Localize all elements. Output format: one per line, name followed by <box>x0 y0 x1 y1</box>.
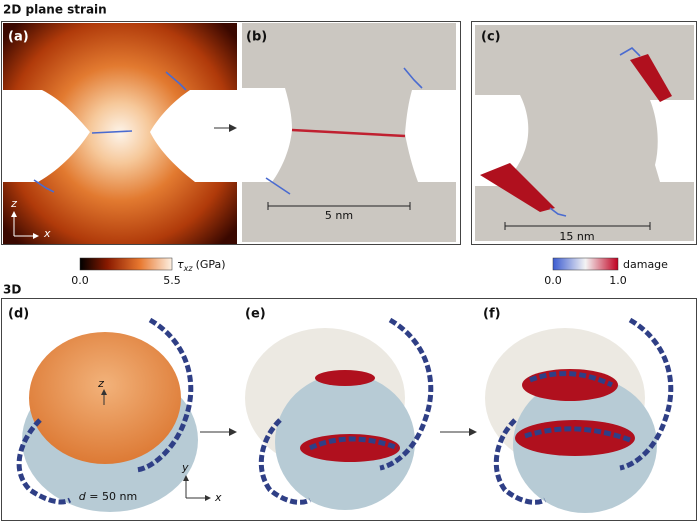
gap <box>242 88 292 182</box>
crack <box>33 179 55 193</box>
crack <box>265 177 291 195</box>
panel-f: (f) <box>483 307 674 513</box>
frame-c <box>471 21 697 245</box>
colorbar-tick: 5.5 <box>163 274 181 287</box>
panel-a: (a) z x <box>3 23 237 244</box>
colorbar <box>552 257 619 271</box>
panel-d: (d) z d = 50 nm y x <box>8 307 222 512</box>
frame-3d <box>1 298 697 521</box>
crack <box>16 418 72 505</box>
crack <box>308 436 399 451</box>
axis-label: x <box>214 491 222 504</box>
gap <box>3 90 90 182</box>
panel-label: (a) <box>8 30 29 45</box>
crack <box>258 418 312 505</box>
scale-label: 15 nm <box>559 230 594 243</box>
panel-label: (f) <box>483 307 501 322</box>
damage-zone <box>480 163 555 212</box>
subscript: xz <box>183 264 194 273</box>
symbol: d <box>79 490 87 503</box>
panel-label: (d) <box>8 307 29 322</box>
crack <box>549 207 567 217</box>
title-3d: 3D <box>3 283 21 297</box>
crack <box>403 67 423 89</box>
symbol: τ <box>177 258 184 271</box>
panel-label: (c) <box>481 30 501 45</box>
axis-label: z <box>10 197 17 210</box>
panel-label: (e) <box>245 307 266 322</box>
contact-disc <box>29 332 181 464</box>
panel-e: (e) <box>245 307 434 510</box>
scale-bar <box>504 222 651 230</box>
gap <box>475 95 529 186</box>
colorbar-tick: 0.0 <box>544 274 562 287</box>
damage-zone <box>630 54 672 102</box>
crack <box>524 371 631 443</box>
gap <box>150 90 237 182</box>
gap <box>650 100 694 182</box>
axis-label: x <box>43 227 51 240</box>
crack <box>134 317 194 473</box>
colorbar-tick: 0.0 <box>71 274 89 287</box>
crack <box>91 130 133 134</box>
crack <box>291 128 406 138</box>
crack <box>379 317 434 471</box>
axis-label: z <box>97 377 104 390</box>
colorbar-label: τxz (GPa) <box>177 258 226 273</box>
gap <box>405 90 456 182</box>
panel-label: (b) <box>246 30 267 45</box>
colorbar <box>79 257 173 271</box>
colorbar-label: damage <box>623 258 668 271</box>
crack <box>619 317 674 471</box>
crack <box>165 71 187 91</box>
crack <box>493 418 547 505</box>
value: = 50 nm <box>89 490 137 503</box>
damage-zone <box>315 370 375 386</box>
scale-bar <box>267 202 411 210</box>
panel-b: (b) 5 nm <box>242 23 456 242</box>
axis-label: y <box>181 461 189 474</box>
crack <box>619 46 641 57</box>
scale-label: 5 nm <box>325 209 353 222</box>
frame-ab <box>1 21 461 245</box>
colorbar-tick: 1.0 <box>609 274 627 287</box>
unit: (GPa) <box>196 258 226 271</box>
panel-c: (c) 15 nm <box>475 25 694 243</box>
diameter-label: d = 50 nm <box>79 490 137 503</box>
title-2d: 2D plane strain <box>3 3 107 17</box>
